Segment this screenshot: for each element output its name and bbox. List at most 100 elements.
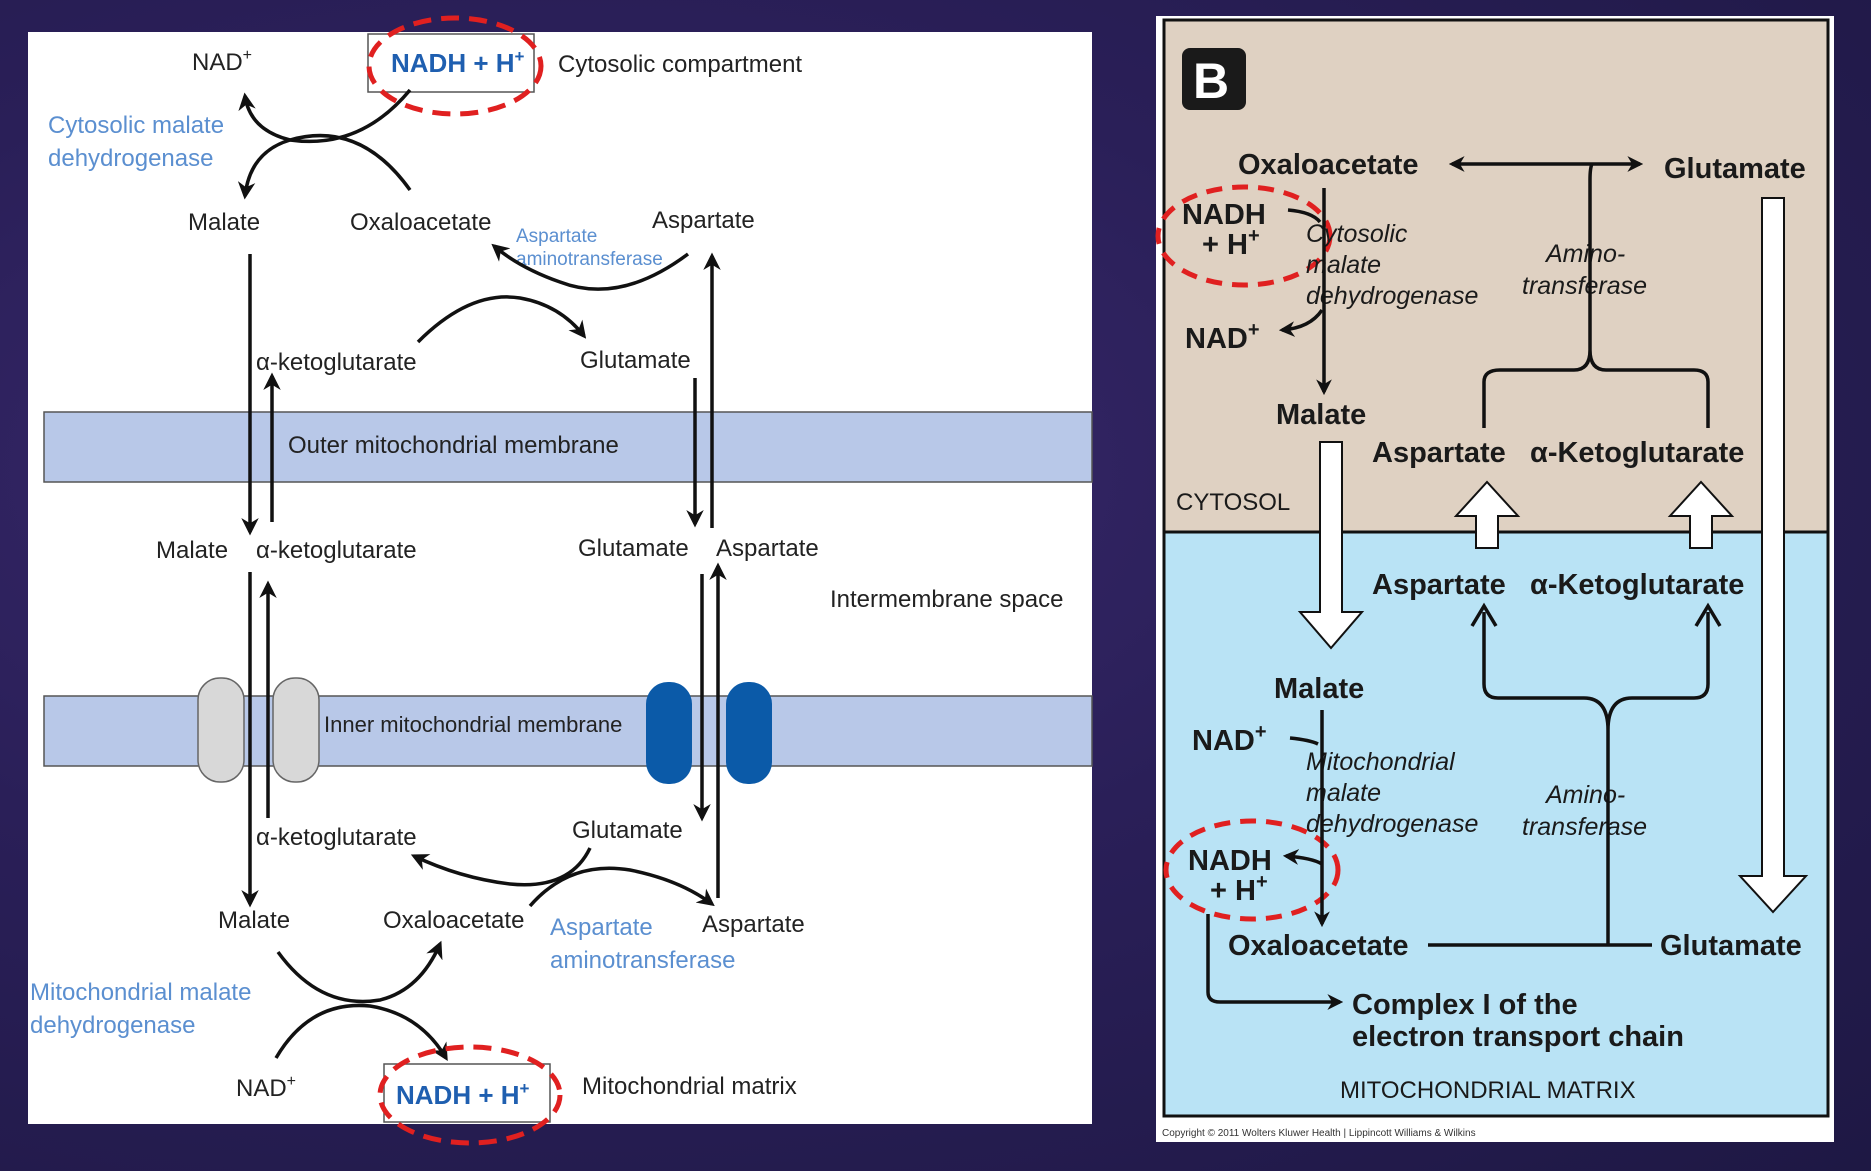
inner-membrane-label: Inner mitochondrial membrane [324, 712, 622, 737]
b-glutamate-top: Glutamate [1664, 153, 1806, 185]
b-nadh-top-highlight [1155, 184, 1333, 288]
outer-membrane [43, 411, 1093, 483]
akg-low: α-ketoglutarate [256, 824, 417, 851]
nad-top: NAD+ [192, 47, 252, 76]
glutamate-top: Glutamate [580, 347, 691, 374]
b-akg-low: α-Ketoglutarate [1530, 569, 1744, 601]
nadh-bottom: NADH + H+ [396, 1079, 530, 1110]
arrow-top-at-1 [491, 243, 690, 291]
b-akg-top: α-Ketoglutarate [1530, 437, 1744, 469]
b-aspartate-top: Aspartate [1372, 437, 1506, 469]
b-complex-2: electron transport chain [1352, 1021, 1684, 1053]
arrow-top-arc-1 [238, 88, 412, 144]
b-cyto-mdh-1: Cytosolic [1306, 220, 1408, 248]
malate-transport-arrow [1297, 441, 1365, 650]
b-cytosol-label: CYTOSOL [1176, 489, 1290, 516]
b-mito-mdh-1: Mitochondrial [1306, 748, 1456, 776]
transporter-blue-1 [646, 682, 692, 784]
b-cyto-mdh-2: malate [1306, 251, 1381, 279]
cyto-mdh-label-2: dehydrogenase [48, 145, 213, 172]
nadh-bottom-box [383, 1063, 551, 1123]
b-glutamate-low: Glutamate [1660, 930, 1802, 962]
panel-a-background [28, 32, 1092, 1124]
cytosol-region [1162, 18, 1830, 534]
b-nadh-top-1: NADH [1182, 199, 1266, 231]
ast-label-1: Aspartate [550, 914, 653, 941]
badge-b-text: B [1193, 53, 1229, 109]
b-arrow-nad-in [1289, 736, 1319, 746]
mito-mdh-label-1: Mitochondrial malate [30, 979, 251, 1006]
b-mito-mdh-2: malate [1306, 779, 1381, 807]
b-complex-1: Complex I of the [1352, 989, 1578, 1021]
mito-matrix-label: Mitochondrial matrix [582, 1073, 797, 1100]
b-aspartate-low: Aspartate [1372, 569, 1506, 601]
cytosolic-compartment: Cytosolic compartment [558, 51, 802, 78]
b-bracket-low [1482, 612, 1710, 945]
b-arrow-nadh-in [1287, 208, 1322, 224]
b-amino-top-2: transferase [1522, 272, 1647, 300]
malate-low: Malate [218, 907, 290, 934]
transporter-gray-1 [197, 677, 245, 783]
outer-membrane-label: Outer mitochondrial membrane [288, 432, 619, 459]
aspartate-transport-arrow [1453, 480, 1521, 549]
intermembrane-label: Intermembrane space [830, 586, 1063, 613]
b-malate-low: Malate [1274, 673, 1364, 705]
b-arrow-nad-out [1278, 308, 1324, 337]
b-nadh-low-1: NADH [1188, 845, 1272, 877]
nadh-top: NADH + H+ [391, 47, 525, 78]
b-arrow-nadh-out [1282, 849, 1323, 866]
b-arrow-asp-head [1470, 602, 1498, 627]
b-nadh-low-highlight [1163, 818, 1341, 922]
transporter-gray-2 [272, 677, 320, 783]
b-matrix-label: MITOCHONDRIAL MATRIX [1340, 1077, 1636, 1104]
akg-transport-arrow [1667, 480, 1735, 549]
b-nadh-low-2: + H+ [1210, 871, 1268, 907]
aspartate-mid: Aspartate [716, 535, 819, 562]
ast-small-1: Aspartate [516, 226, 597, 247]
b-malate-top: Malate [1276, 399, 1366, 431]
b-oaa-top: Oxaloacetate [1238, 149, 1419, 181]
mito-mdh-label-2: dehydrogenase [30, 1012, 195, 1039]
glutamate-transport-arrow [1737, 197, 1809, 914]
oaa-low: Oxaloacetate [383, 907, 524, 934]
b-copyright: Copyright © 2011 Wolters Kluwer Health |… [1162, 1128, 1476, 1139]
akg-top: α-ketoglutarate [256, 349, 417, 376]
oaa-top: Oxaloacetate [350, 209, 491, 236]
nad-bottom: NAD+ [236, 1073, 296, 1102]
akg-mid: α-ketoglutarate [256, 537, 417, 564]
b-nadh-top-2: + H+ [1202, 225, 1260, 261]
transporter-blue-2 [726, 682, 772, 784]
arrow-low-arc-1 [276, 940, 443, 1004]
malate-top: Malate [188, 209, 260, 236]
b-mito-mdh-3: dehydrogenase [1306, 810, 1478, 838]
arrow-top-at-2 [416, 295, 587, 344]
aspartate-low: Aspartate [702, 911, 805, 938]
arrow-top-arc-2 [237, 133, 412, 200]
glutamate-low: Glutamate [572, 817, 683, 844]
b-arrow-nadh-complex [1206, 914, 1344, 1010]
b-cyto-mdh-3: dehydrogenase [1306, 282, 1478, 310]
glutamate-mid: Glutamate [578, 535, 689, 562]
b-bracket-top [1482, 163, 1710, 428]
malate-mid: Malate [156, 537, 228, 564]
arrow-low-at-2 [528, 866, 715, 908]
nadh-top-highlight [366, 15, 544, 117]
badge-b [1182, 48, 1246, 110]
arrow-low-at-1 [410, 847, 592, 887]
ast-label-2: aminotransferase [550, 947, 735, 974]
arrow-low-arc-2 [274, 1003, 448, 1062]
aspartate-top: Aspartate [652, 207, 755, 234]
b-arrow-akg-head [1694, 602, 1722, 627]
nadh-bottom-highlight [377, 1044, 563, 1146]
b-nad-low: NAD+ [1192, 721, 1267, 757]
b-amino-low-1: Amino- [1544, 781, 1625, 809]
b-nad-top: NAD+ [1185, 319, 1260, 355]
b-amino-top-1: Amino- [1544, 240, 1625, 268]
b-oaa-low: Oxaloacetate [1228, 930, 1409, 962]
b-amino-low-2: transferase [1522, 813, 1647, 841]
cyto-mdh-label-1: Cytosolic malate [48, 112, 224, 139]
nadh-top-box [367, 33, 535, 93]
ast-small-2: aminotransferase [516, 249, 663, 270]
